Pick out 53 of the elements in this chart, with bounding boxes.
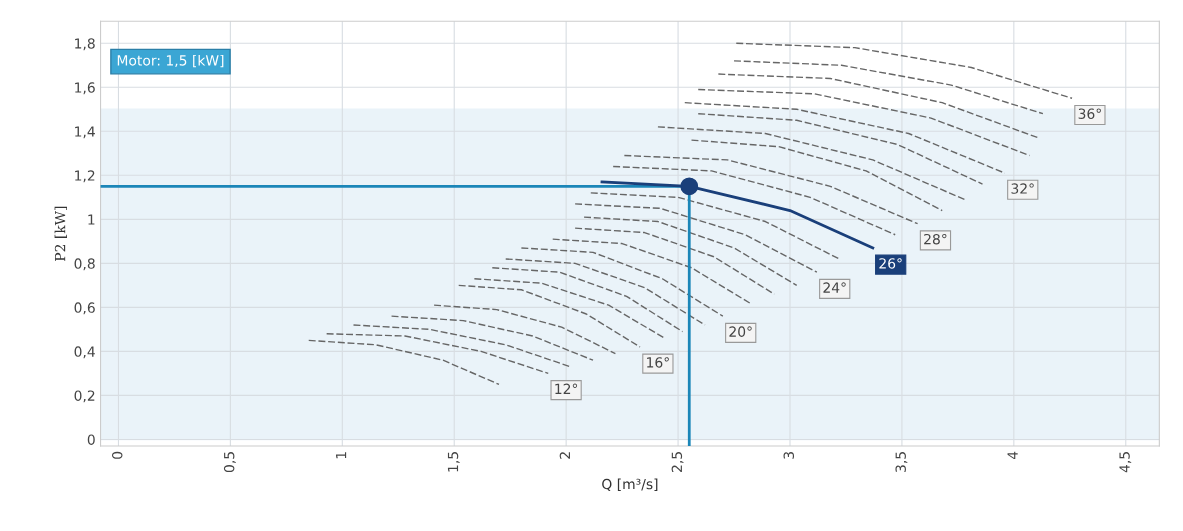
y-tick-label: 1,8 [75, 38, 95, 51]
series-label: 16° [647, 357, 669, 368]
x-tick-label: 4 [1007, 451, 1018, 460]
line-series [583, 216, 798, 287]
x-tick-label: 0,5 [223, 452, 236, 473]
line-series [390, 315, 594, 361]
series-label: 24° [823, 282, 846, 293]
x-tick-label: 1,5 [447, 452, 460, 472]
y-tick-label: 0,6 [74, 302, 95, 315]
y-tick-label: 0 [87, 434, 95, 445]
line-series [552, 238, 751, 304]
line-series [433, 304, 617, 355]
line-series [612, 165, 896, 236]
x-tick-label: 2 [559, 452, 570, 459]
series-label: 12° [555, 383, 578, 394]
y-tick-label: 1,2 [75, 170, 95, 183]
line-series [308, 339, 500, 386]
x-tick-label: 0 [111, 451, 123, 459]
line-series [735, 42, 1073, 99]
series-label: 20° [729, 326, 752, 337]
line-series [623, 154, 919, 225]
y-tick-label: 0,4 [74, 346, 95, 359]
band-label: Motor: 1,5 [kW] [117, 54, 224, 68]
series-label: 28° [924, 233, 947, 245]
line-series [458, 284, 641, 348]
line-series [717, 73, 1040, 139]
line-series [574, 203, 818, 273]
x-tick-label: 3 [783, 452, 795, 459]
x-tick-label: 4,5 [1119, 452, 1132, 473]
y-tick-label: 0,2 [74, 390, 95, 403]
line-series [690, 139, 943, 212]
line-series [733, 60, 1044, 115]
line-series [491, 267, 684, 333]
x-axis-title: Q [m³/s] [602, 478, 658, 491]
y-tick-label: 1,4 [75, 126, 95, 139]
line-series [505, 258, 706, 326]
line-series [574, 227, 776, 295]
line-series [325, 333, 549, 375]
line-series [697, 112, 984, 185]
y-tick-label: 1,6 [75, 82, 95, 95]
series-label: 26° [879, 258, 902, 269]
y-axis-title: P2 [kW] [54, 206, 67, 261]
x-tick-label: 2,5 [671, 452, 684, 472]
y-tick-label: 0,8 [74, 258, 95, 271]
x-tick-label: 1 [336, 452, 347, 459]
y-tick-label: 1 [88, 214, 95, 225]
series-label: 36° [1078, 108, 1101, 119]
x-tick-label: 3,5 [895, 452, 908, 472]
line-series [352, 324, 572, 368]
line-series [520, 247, 724, 317]
line-series [657, 126, 966, 201]
series-label: 32° [1011, 183, 1034, 194]
line-series [473, 278, 666, 339]
